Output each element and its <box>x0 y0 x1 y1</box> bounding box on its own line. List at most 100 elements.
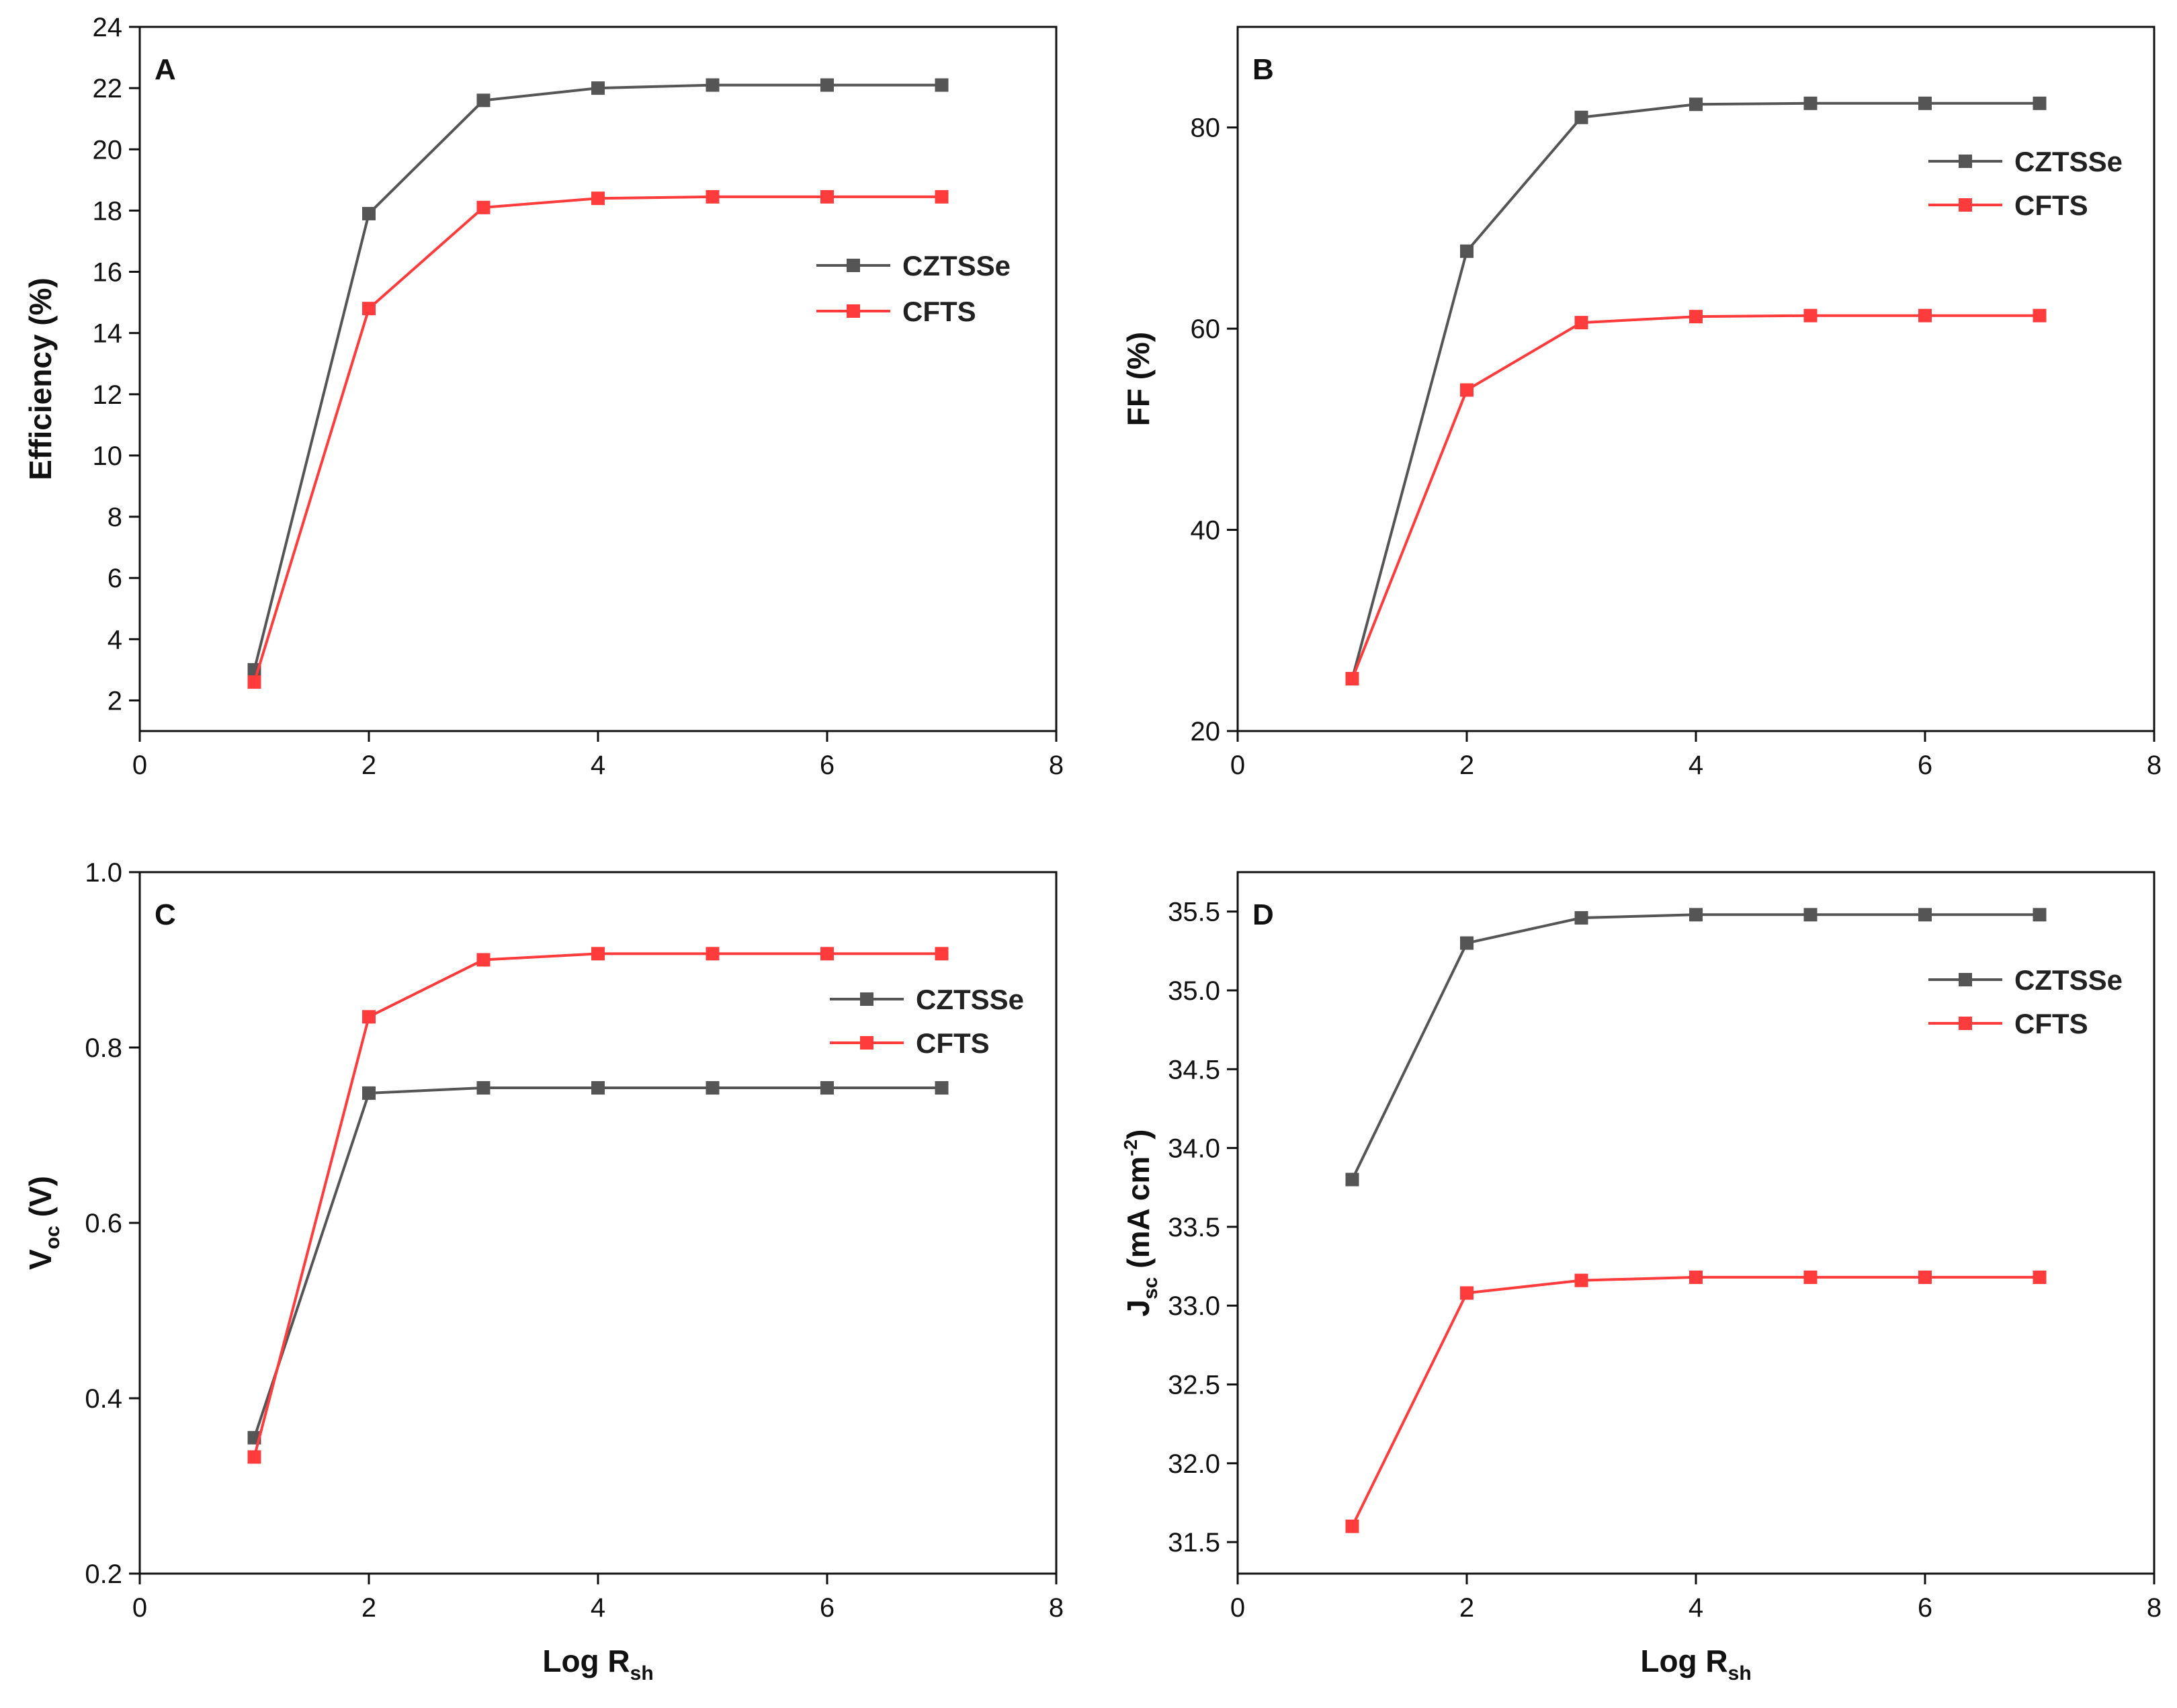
panel-c-series-cfts-point <box>820 947 834 961</box>
panel-c-legend-label: CFTS <box>916 1027 990 1059</box>
panel-b-legend-label: CZTSSe <box>2014 146 2123 177</box>
panel-c-series-cfts-point <box>476 953 490 967</box>
panel-d-series-cztsse-point <box>1345 1172 1359 1187</box>
panel-b-x-tick-label: 4 <box>1689 751 1703 780</box>
panel-c-series-cfts-point <box>591 947 605 961</box>
panel-a-series-cztsse-point <box>935 78 949 92</box>
panel-d-y-tick-label: 31.5 <box>1168 1528 1220 1557</box>
panel-d-y-tick-label: 34.5 <box>1168 1055 1220 1084</box>
panel-d-y-tick-label: 35.0 <box>1168 976 1220 1006</box>
panel-b-series-cztsse-point <box>1689 97 1703 112</box>
panel-d-y-tick-label: 32.0 <box>1168 1449 1220 1479</box>
panel-c-y-axis-title: Voc (V) <box>23 1176 64 1270</box>
panel-d-series-cfts-point <box>2033 1270 2047 1284</box>
panel-c-y-tick-label: 0.6 <box>85 1209 122 1238</box>
panel-d-y-tick-label: 34.0 <box>1168 1134 1220 1164</box>
panel-b: 0 2 4 6 8 20 40 60 80 B FF (%) CZTSSe CFTS <box>1121 26 2162 780</box>
panel-b-legend-marker <box>1959 155 1972 168</box>
panel-a-legend-label: CFTS <box>902 296 976 327</box>
panel-d-series-cztsse-point <box>2033 908 2047 922</box>
panel-b-y-tick-label: 80 <box>1191 114 1221 143</box>
panel-a-y-tick-label: 10 <box>93 441 123 471</box>
panel-d-series-cztsse-point <box>1574 911 1588 925</box>
panel-d-legend-marker <box>1959 973 1972 986</box>
panel-b-series-cfts-point <box>1574 316 1588 330</box>
panel-c-series-cztsse-point <box>362 1086 376 1100</box>
panel-d-series-cfts-point <box>1574 1273 1588 1287</box>
panel-b-x-tick-label: 8 <box>2147 751 2162 780</box>
panel-d-legend-marker <box>1959 1017 1972 1030</box>
panel-b-series-cztsse-point <box>1803 96 1818 110</box>
panel-a-legend-label: CZTSSe <box>902 250 1011 282</box>
panel-c-series-cztsse-point <box>476 1081 490 1095</box>
panel-a-y-tick-label: 14 <box>93 319 123 349</box>
panel-a-series-cfts-point <box>476 200 490 214</box>
panel-b-series-cfts-point <box>1689 310 1703 324</box>
panel-a-x-tick-label: 8 <box>1049 751 1064 780</box>
panel-b-series-cfts-point <box>1803 308 1818 323</box>
panel-c-x-tick-label: 2 <box>361 1593 376 1623</box>
panel-a-series-cfts-point <box>362 302 376 316</box>
panel-b-y-axis-title: FF (%) <box>1121 332 1156 427</box>
panel-a-series-cztsse-point <box>362 206 376 220</box>
panel-a-y-tick-label: 20 <box>93 135 123 165</box>
panel-b-series-cfts-point <box>1460 383 1474 397</box>
panel-a-series-cztsse-point <box>476 93 490 108</box>
panel-a-y-tick-label: 4 <box>108 625 122 654</box>
panel-b-series-cfts-point <box>1345 672 1359 686</box>
panel-b-legend-marker <box>1959 198 1972 212</box>
panel-d-series-cztsse-point <box>1460 936 1474 950</box>
panel-a-series-cfts-point <box>935 189 949 204</box>
panel-d-y-tick-label: 35.5 <box>1168 898 1220 927</box>
panel-d-x-tick-label: 6 <box>1918 1593 1932 1623</box>
panel-b-series-cztsse-point <box>1460 244 1474 258</box>
panel-b-x-tick-label: 2 <box>1459 751 1474 780</box>
panel-a-y-tick-label: 18 <box>93 196 123 226</box>
panel-b-series-cfts-point <box>2033 308 2047 323</box>
panel-a-series-cztsse-point <box>820 78 834 92</box>
panel-a-y-tick-label: 22 <box>93 74 123 103</box>
panel-a-letter: A <box>155 53 176 86</box>
panel-c-y-tick-label: 0.8 <box>85 1033 122 1063</box>
panel-a-y-tick-label: 12 <box>93 380 123 410</box>
panel-b-series-cztsse-point <box>2033 96 2047 110</box>
panel-c-series-cfts-line <box>253 952 942 1457</box>
panel-a-x-tick-label: 2 <box>361 751 376 780</box>
panel-a-x-tick-label: 6 <box>820 751 835 780</box>
panel-c: 0 2 4 6 8 0.2 0.4 0.6 0.8 1.0 C Voc (V) Log Rsh CZTSS… <box>23 858 1064 1684</box>
panel-d-series-cfts-point <box>1345 1519 1359 1533</box>
panel-c-series-cztsse-point <box>706 1081 720 1095</box>
panel-d-series-cfts-line <box>1351 1275 2040 1527</box>
panel-d: 0 2 4 6 8 31.5 32.0 32.5 33.0 33.5 34.0 34.5 35.0 35.… <box>1120 871 2162 1684</box>
panel-d-x-tick-label: 2 <box>1459 1593 1474 1623</box>
panel-c-y-tick-label: 1.0 <box>85 858 122 888</box>
panel-d-legend-label: CZTSSe <box>2014 964 2123 996</box>
panel-d-series-cztsse-point <box>1689 908 1703 922</box>
panel-a-series-cfts-point <box>820 189 834 204</box>
panel-a-y-tick-label: 6 <box>108 564 122 593</box>
panel-d-x-tick-label: 0 <box>1230 1593 1245 1623</box>
panel-b-y-tick-label: 60 <box>1191 314 1221 344</box>
panel-c-legend-marker <box>860 992 873 1006</box>
panel-a-series-cztsse-point <box>591 81 605 95</box>
panel-d-series-cztsse-line <box>1351 913 2040 1181</box>
panel-d-x-tick-label: 8 <box>2147 1593 2162 1623</box>
panel-b-series-cfts-line <box>1351 314 2040 679</box>
panel-a-series-cztsse-line <box>253 83 942 671</box>
panel-a-x-tick-label: 0 <box>132 751 147 780</box>
panel-b-y-tick-label: 40 <box>1191 516 1221 546</box>
panel-d-series-cfts-point <box>1689 1270 1703 1284</box>
panel-c-legend-label: CZTSSe <box>916 984 1024 1015</box>
panel-b-x-tick-label: 0 <box>1230 751 1245 780</box>
panel-d-y-tick-label: 32.5 <box>1168 1370 1220 1400</box>
panel-c-x-axis-title: Log Rsh <box>542 1643 653 1684</box>
panel-d-y-tick-label: 33.0 <box>1168 1291 1220 1321</box>
panel-b-letter: B <box>1252 53 1274 86</box>
panel-c-y-tick-label: 0.4 <box>85 1384 122 1414</box>
panel-a-y-axis-title: Efficiency (%) <box>23 277 58 480</box>
panel-c-series-cfts-point <box>362 1010 376 1024</box>
panel-b-plot-frame <box>1236 26 2155 732</box>
panel-c-plot-frame <box>138 871 1058 1575</box>
panel-a-y-tick-label: 8 <box>108 503 122 532</box>
